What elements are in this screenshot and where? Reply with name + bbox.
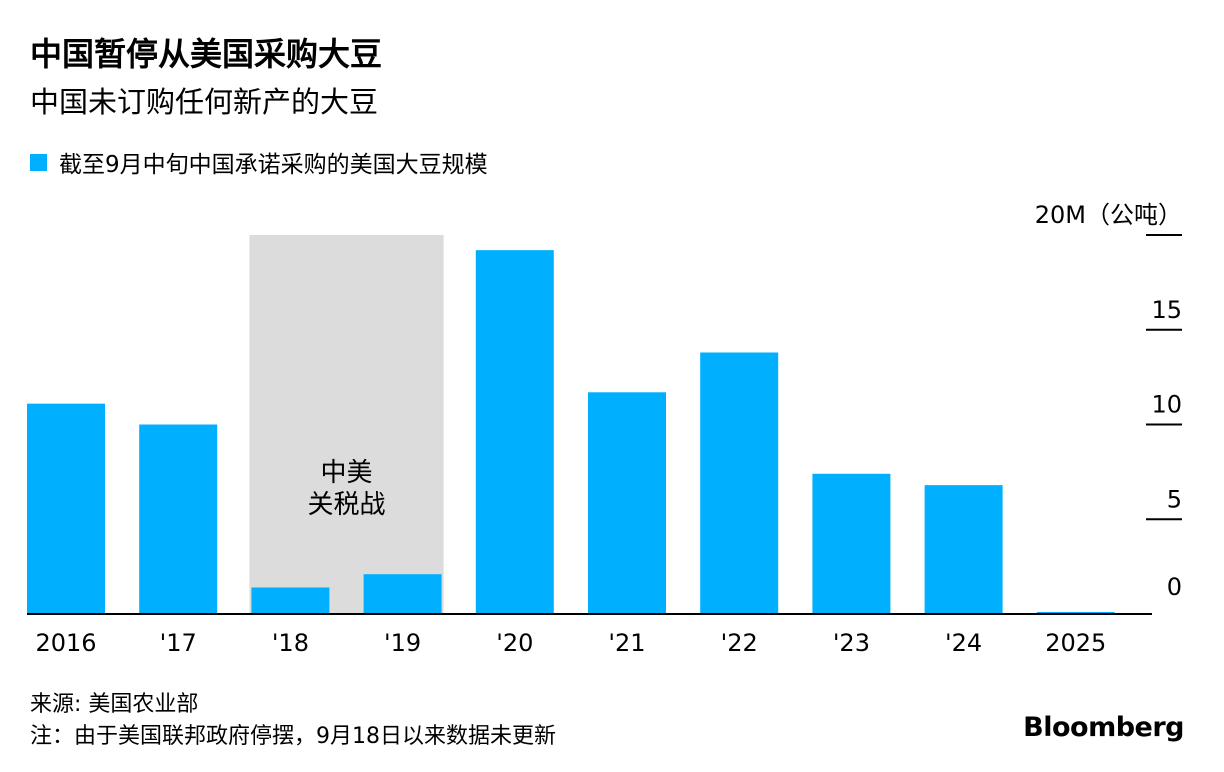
trade-war-label-line1: 中美 (320, 458, 372, 488)
trade-war-shade (249, 235, 444, 614)
bar-17 (139, 424, 218, 614)
y-tick-label: 15 (1151, 296, 1182, 324)
x-tick-label: '22 (721, 629, 758, 657)
y-tick-label: 5 (1167, 485, 1182, 513)
x-tick-label: '20 (496, 629, 533, 657)
y-tick-label: 10 (1151, 391, 1182, 419)
chart-title: 中国暂停从美国采购大豆 (30, 35, 383, 73)
legend-label: 截至9月中旬中国承诺采购的美国大豆规模 (59, 152, 488, 178)
bloomberg-logo: Bloomberg (1023, 712, 1184, 743)
x-tick-label: '17 (160, 629, 197, 657)
x-tick-label: 2025 (1045, 629, 1106, 657)
bar-22 (700, 352, 779, 614)
bar-19 (363, 574, 442, 614)
x-tick-label: '19 (384, 629, 421, 657)
x-tick-label: '23 (833, 629, 870, 657)
bar-20 (475, 250, 554, 614)
trade-war-label-line2: 关税战 (307, 490, 385, 520)
chart-subtitle: 中国未订购任何新产的大豆 (30, 85, 379, 119)
x-tick-label: '21 (608, 629, 645, 657)
y-tick-label: 20M（公吨） (1035, 201, 1182, 229)
x-tick-label: 2016 (35, 629, 96, 657)
bar-23 (812, 473, 891, 614)
bar-21 (588, 392, 666, 614)
bar-18 (251, 587, 330, 614)
bar-24 (924, 485, 1003, 614)
x-tick-label: '18 (272, 629, 309, 657)
source-text: 来源: 美国农业部 (30, 692, 199, 717)
legend: 截至9月中旬中国承诺采购的美国大豆规模 (30, 148, 488, 178)
bar-2016 (27, 403, 105, 614)
x-tick-label: '24 (945, 629, 982, 657)
note-text: 注：由于美国联邦政府停摆，9月18日以来数据未更新 (30, 724, 556, 749)
y-tick-label: 0 (1167, 573, 1182, 601)
legend-swatch (30, 153, 47, 171)
